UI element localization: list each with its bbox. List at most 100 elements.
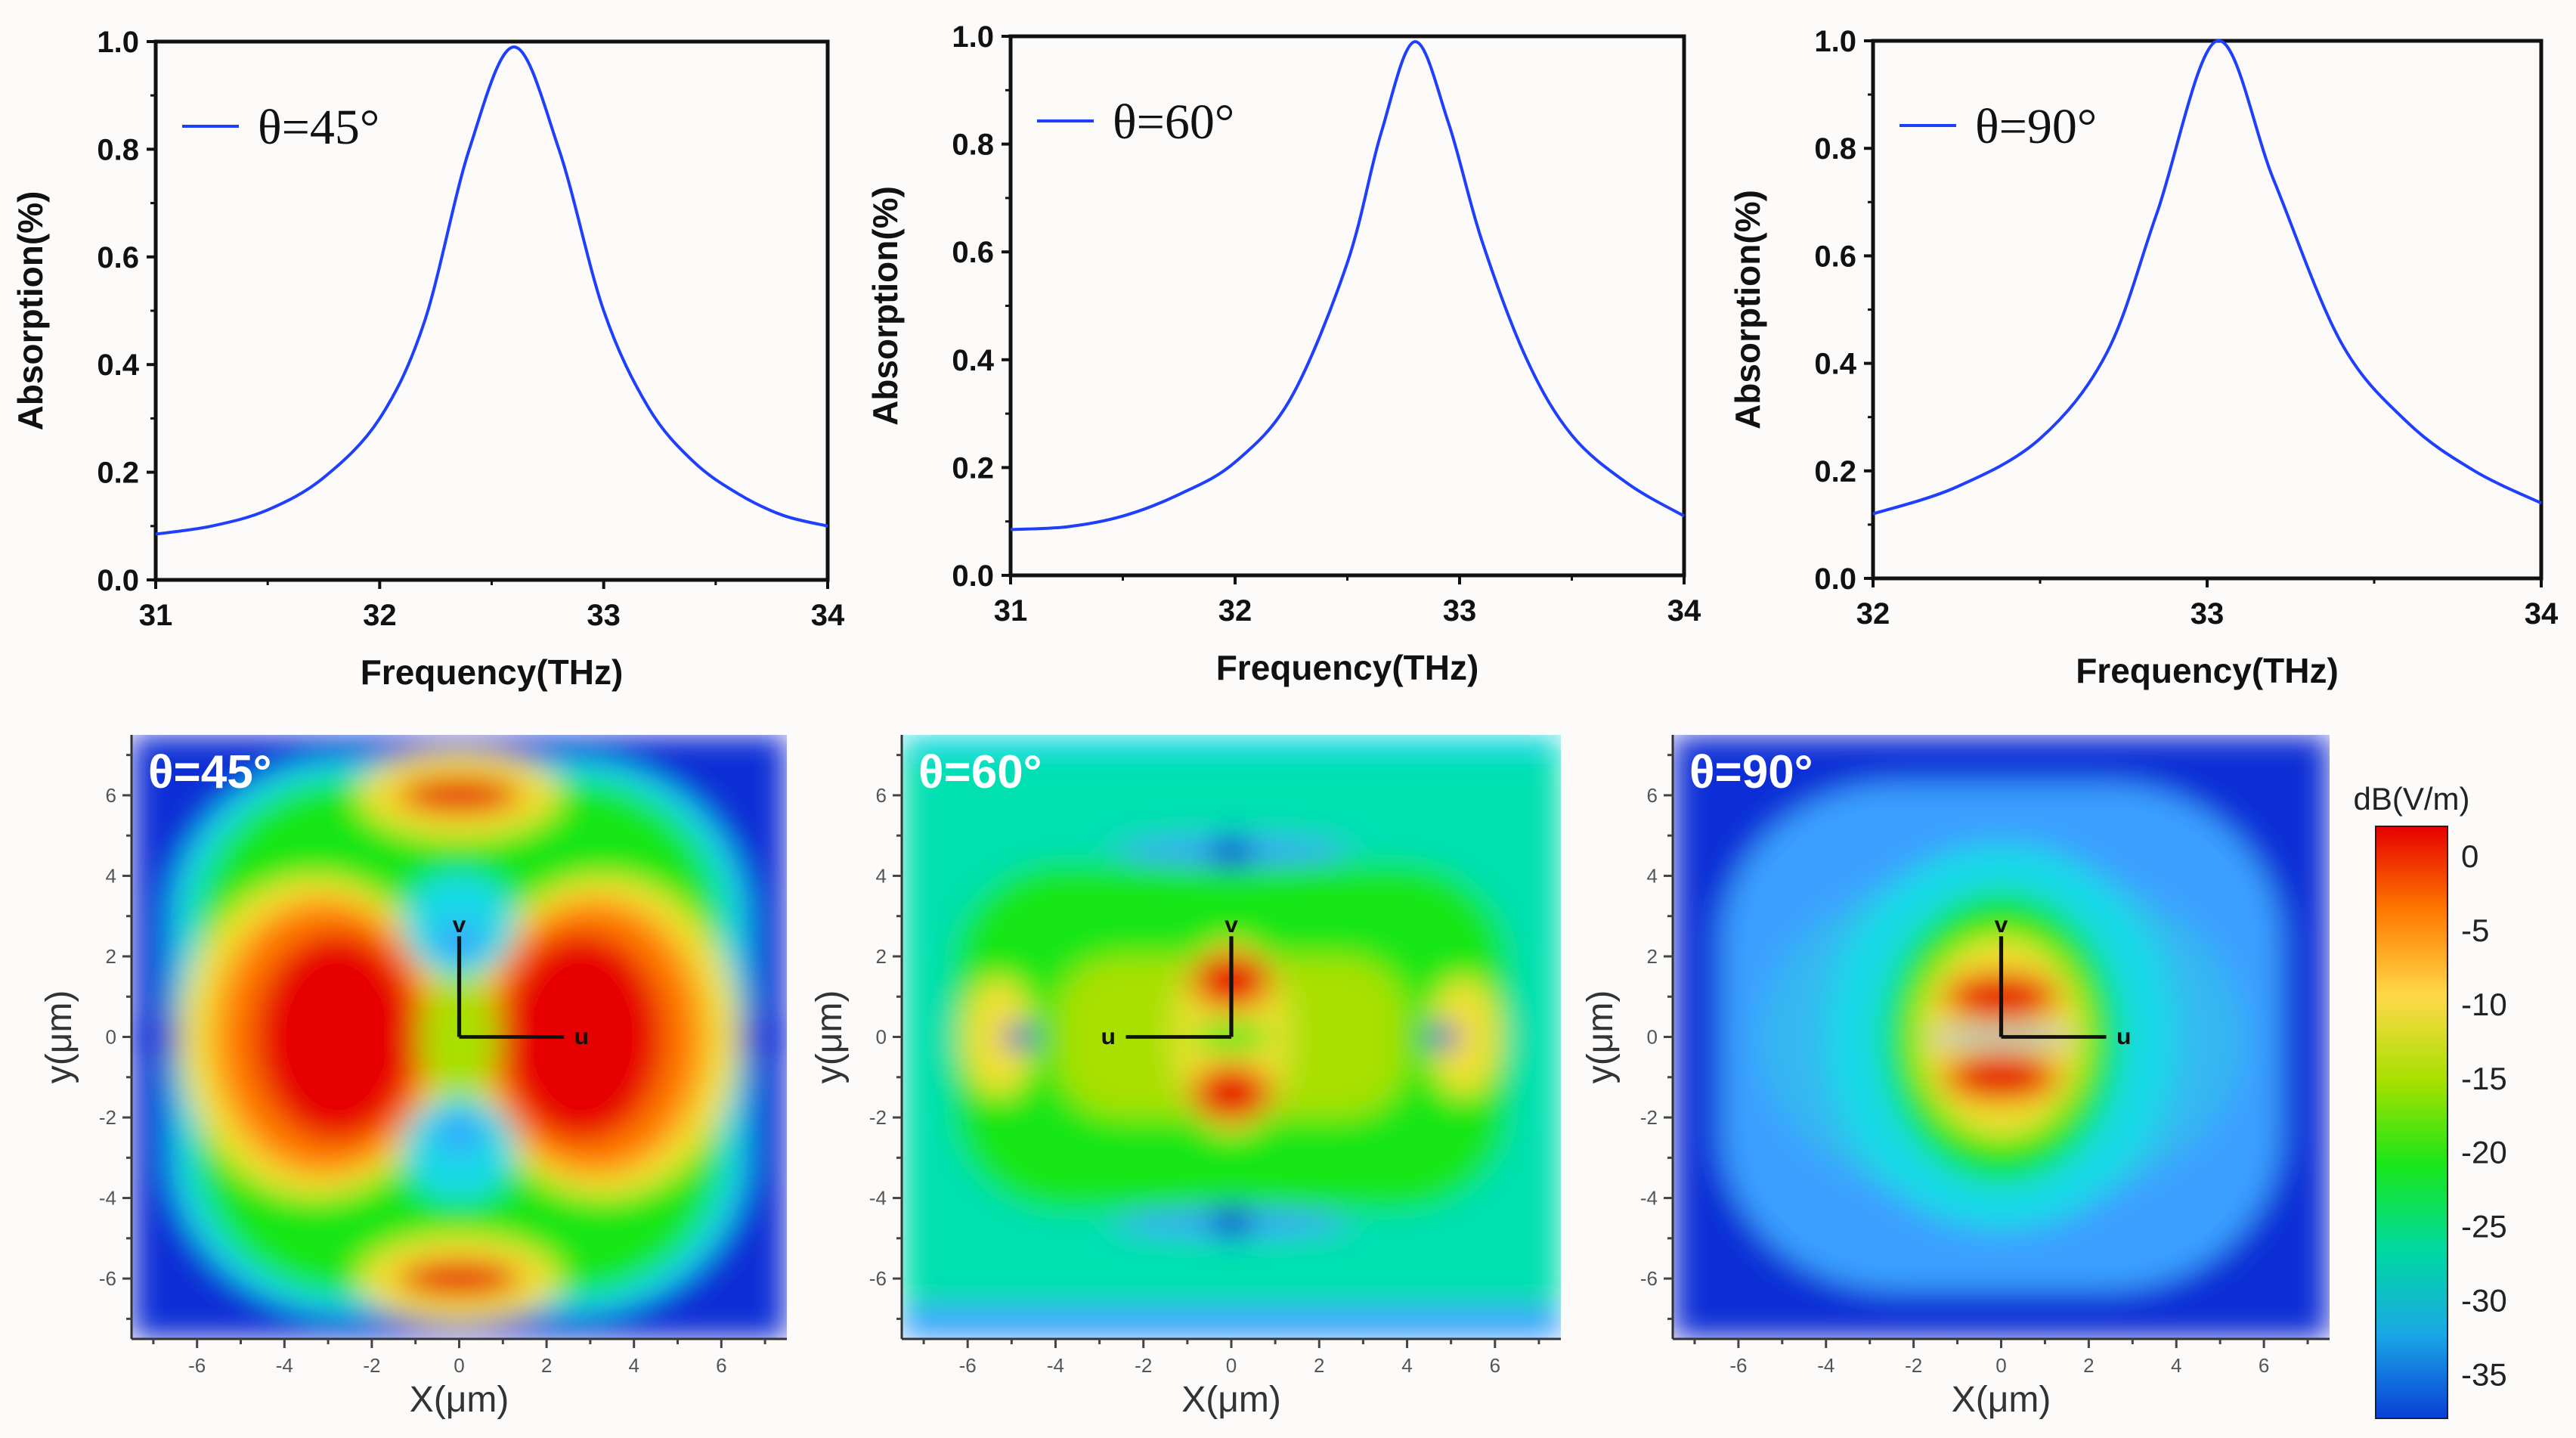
y-tick-label: 0.2	[97, 457, 139, 490]
y-tick-label: -6	[869, 1267, 887, 1290]
x-axis-title: Frequency(THz)	[1216, 648, 1479, 687]
x-tick-label: 4	[628, 1354, 639, 1377]
x-axis-title: Frequency(THz)	[361, 652, 624, 692]
field-region	[398, 776, 521, 814]
u-label: u	[2116, 1024, 2131, 1049]
y-tick-label: 2	[876, 945, 887, 968]
colorbar: dB(V/m) 0 -5 -10 -15 -20 -25 -30 -35	[2353, 781, 2507, 1419]
y-tick-label: 0.0	[952, 559, 994, 593]
x-tick-label: 34	[811, 599, 845, 632]
field-region	[1944, 1052, 2058, 1102]
v-label: v	[1225, 913, 1238, 937]
x-tick-label: 0	[1995, 1354, 2006, 1377]
y-tick-label: 0.8	[97, 133, 139, 166]
theta-label: θ=45°	[148, 746, 271, 798]
field-region	[738, 1012, 787, 1061]
x-tick-label: 34	[1667, 594, 1701, 628]
x-axis-title: Frequency(THz)	[2076, 651, 2339, 690]
field-region	[1429, 976, 1500, 1098]
colorbar-tick-label: 0	[2461, 838, 2478, 874]
field-region	[902, 735, 1561, 755]
y-axis-title: y(μm)	[1581, 990, 1621, 1084]
y-tick-label: -6	[1640, 1267, 1658, 1290]
colorbar-tick-label: -20	[2461, 1135, 2507, 1170]
x-tick-label: 31	[994, 594, 1028, 628]
y-tick-label: 2	[1647, 945, 1658, 968]
x-axis-title: X(μm)	[1952, 1380, 2051, 1420]
colorbar-tick-label: -25	[2461, 1209, 2507, 1244]
absorption-charts: 0.0 0.2 0.4 0.6 0.8 1.0 31 32 33 34 Frequency(THz)…	[11, 20, 2559, 692]
x-tick-label: -6	[1729, 1354, 1747, 1377]
y-tick-label: 0.4	[1814, 348, 1856, 381]
colorbar-tick-label: -5	[2461, 913, 2489, 948]
y-tick-label: -2	[99, 1106, 116, 1129]
field-region	[437, 1113, 481, 1154]
y-tick-label: 0.8	[952, 129, 994, 162]
x-tick-label: 2	[1314, 1354, 1324, 1377]
x-tick-label: 31	[139, 599, 173, 632]
field-maps: vuθ=45°-6-6-4-4-2-200224466X(μm)y(μm)vuθ…	[39, 735, 2507, 1420]
theta-label: θ=90°	[1689, 746, 1813, 798]
x-tick-label: -4	[1817, 1354, 1834, 1377]
colorbar-tick-label: -10	[2461, 987, 2507, 1022]
chart-1: 0.0 0.2 0.4 0.6 0.8 1.0 31 32 33 34 Frequency(THz)…	[11, 26, 845, 692]
field-region	[1211, 833, 1252, 870]
absorption-curve	[155, 45, 828, 536]
field-region	[1426, 1022, 1458, 1052]
x-tick-label: 34	[2525, 597, 2559, 631]
y-tick-label: -6	[99, 1267, 116, 1290]
y-axis-title: Absorption(%)	[865, 186, 905, 426]
y-tick-label: 0.2	[952, 451, 994, 485]
y-tick-label: -2	[1640, 1106, 1658, 1129]
y-tick-label: 0	[106, 1026, 116, 1049]
y-tick-label: 0	[1647, 1026, 1658, 1049]
colorbar-tick-label: -15	[2461, 1061, 2507, 1096]
chart-2: 0.0 0.2 0.4 0.6 0.8 1.0 31 32 33 34 Frequency(THz)…	[865, 20, 1701, 687]
x-tick-label: 33	[2191, 597, 2225, 631]
x-tick-label: 4	[1401, 1354, 1412, 1377]
y-tick-label: 2	[106, 945, 116, 968]
plot-frame	[1008, 34, 1686, 578]
x-tick-label: 2	[2083, 1354, 2094, 1377]
legend-label: θ=60°	[1113, 95, 1234, 150]
field-region	[1005, 1022, 1036, 1052]
y-tick-label: 0.4	[952, 344, 994, 377]
x-tick-label: 32	[1856, 597, 1890, 631]
colorbar-bar	[2375, 826, 2448, 1419]
colorbar-title: dB(V/m)	[2353, 781, 2469, 817]
y-tick-label: 6	[106, 784, 116, 807]
x-tick-label: -6	[959, 1354, 977, 1377]
x-tick-label: -2	[1905, 1354, 1922, 1377]
heatmap: vu	[132, 735, 787, 1339]
absorption-curve	[1872, 39, 2542, 516]
y-tick-label: 1.0	[1814, 25, 1856, 58]
plot-frame	[1871, 39, 2543, 581]
y-tick-label: 6	[1647, 784, 1658, 807]
field-region	[902, 1306, 1561, 1339]
theta-label: θ=60°	[918, 746, 1042, 798]
field-region	[498, 932, 665, 1142]
x-tick-label: 33	[1443, 594, 1477, 628]
field-region	[132, 1012, 180, 1061]
y-tick-label: 1.0	[97, 26, 139, 59]
legend-label: θ=90°	[1975, 99, 2097, 154]
y-tick-label: 4	[876, 864, 887, 887]
field-region	[1211, 1204, 1252, 1241]
plot-frame	[153, 39, 830, 582]
x-axis-title: X(μm)	[410, 1380, 509, 1420]
x-tick-label: -2	[1135, 1354, 1152, 1377]
x-tick-label: 4	[2171, 1354, 2181, 1377]
x-tick-label: 33	[587, 599, 621, 632]
y-axis-title: y(μm)	[810, 990, 850, 1084]
y-tick-label: 0.6	[1814, 240, 1856, 273]
u-label: u	[574, 1024, 589, 1049]
x-tick-label: -4	[276, 1354, 293, 1377]
y-tick-label: -4	[1640, 1187, 1658, 1210]
chart-3: 0.0 0.2 0.4 0.6 0.8 1.0 32 33 34 Frequency(THz) Ab…	[1728, 25, 2559, 690]
y-tick-label: 4	[1647, 864, 1658, 887]
y-tick-label: -2	[869, 1106, 887, 1129]
heatmap: vu	[1673, 735, 2330, 1339]
